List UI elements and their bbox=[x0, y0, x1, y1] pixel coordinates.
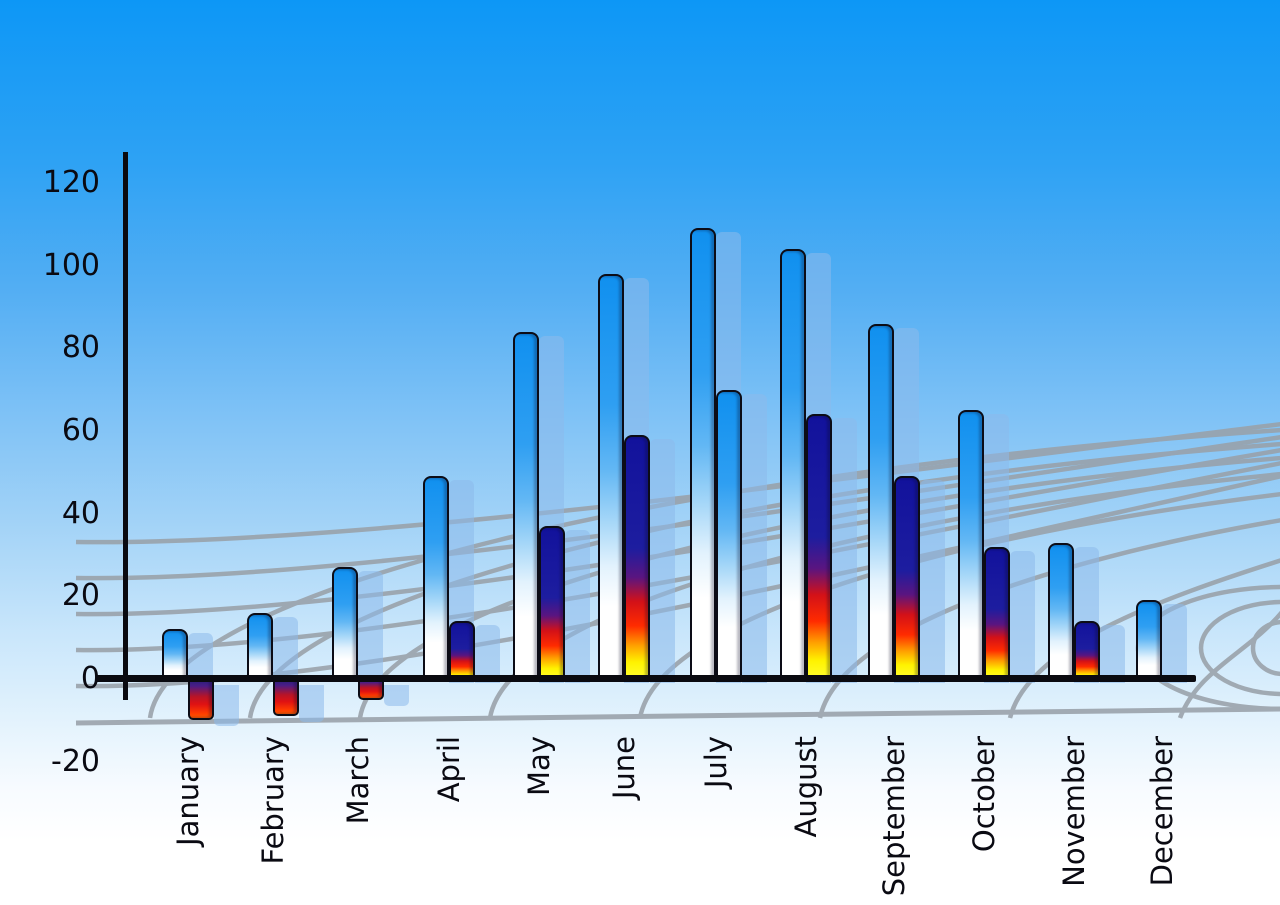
bar-shadow-september-series2 bbox=[920, 480, 945, 683]
y-tick-label-20: 20 bbox=[61, 578, 100, 613]
y-tick-label-120: 120 bbox=[42, 165, 100, 200]
bar-february-series2 bbox=[273, 679, 299, 716]
bar-december-series1 bbox=[1136, 600, 1162, 679]
bar-october-series1 bbox=[958, 410, 984, 679]
bar-october-series2 bbox=[984, 547, 1010, 679]
bar-shadow-march-series2 bbox=[384, 685, 409, 706]
bar-march-series1 bbox=[332, 567, 358, 679]
bar-shadow-april-series2 bbox=[475, 625, 500, 683]
bar-september-series2 bbox=[894, 476, 920, 679]
bar-shadow-may-series2 bbox=[565, 530, 590, 683]
bar-shadow-january-series1 bbox=[188, 633, 213, 683]
bar-august-series2 bbox=[806, 414, 832, 679]
bar-april-series2 bbox=[449, 621, 475, 679]
x-tick-label-june: June bbox=[607, 736, 641, 800]
bar-june-series2 bbox=[624, 435, 650, 679]
y-tick-label-100: 100 bbox=[42, 248, 100, 283]
bar-january-series2 bbox=[188, 679, 214, 720]
x-tick-label-january: January bbox=[171, 736, 205, 846]
bar-shadow-january-series2 bbox=[214, 685, 239, 726]
bar-may-series1 bbox=[513, 332, 539, 679]
y-axis-line bbox=[123, 152, 128, 700]
y-tick-label--20: -20 bbox=[51, 744, 100, 779]
x-tick-label-july: July bbox=[699, 736, 733, 789]
bar-november-series1 bbox=[1048, 543, 1074, 679]
bar-shadow-october-series2 bbox=[1010, 551, 1035, 683]
y-tick-label-80: 80 bbox=[61, 330, 100, 365]
y-tick-label-40: 40 bbox=[61, 496, 100, 531]
bar-february-series1 bbox=[247, 613, 273, 679]
bar-august-series1 bbox=[780, 249, 806, 679]
bar-shadow-july-series2 bbox=[742, 394, 767, 683]
x-tick-label-march: March bbox=[341, 736, 375, 825]
x-tick-label-february: February bbox=[256, 736, 290, 865]
bar-shadow-february-series2 bbox=[299, 685, 324, 722]
x-tick-label-november: November bbox=[1057, 736, 1091, 887]
bar-september-series1 bbox=[868, 324, 894, 679]
bar-may-series2 bbox=[539, 526, 565, 679]
bar-shadow-november-series2 bbox=[1100, 625, 1125, 683]
bar-march-series2 bbox=[358, 679, 384, 700]
bar-july-series1 bbox=[690, 228, 716, 679]
x-axis-line bbox=[95, 675, 1196, 682]
y-tick-label-0: 0 bbox=[80, 661, 100, 696]
bar-shadow-june-series2 bbox=[650, 439, 675, 683]
bar-shadow-march-series1 bbox=[358, 571, 383, 683]
x-tick-label-may: May bbox=[522, 736, 556, 796]
x-tick-label-october: October bbox=[967, 736, 1001, 853]
bar-january-series1 bbox=[162, 629, 188, 679]
bar-june-series1 bbox=[598, 274, 624, 679]
x-tick-label-august: August bbox=[789, 736, 823, 838]
bar-july-series2 bbox=[716, 390, 742, 679]
x-tick-label-december: December bbox=[1145, 736, 1179, 887]
y-tick-label-60: 60 bbox=[61, 413, 100, 448]
bar-april-series1 bbox=[423, 476, 449, 679]
x-tick-label-april: April bbox=[432, 736, 466, 803]
bar-november-series2 bbox=[1074, 621, 1100, 679]
bar-shadow-august-series2 bbox=[832, 418, 857, 683]
bar-shadow-february-series1 bbox=[273, 617, 298, 683]
x-tick-label-september: September bbox=[877, 736, 911, 897]
bar-shadow-december-series1 bbox=[1162, 604, 1187, 683]
